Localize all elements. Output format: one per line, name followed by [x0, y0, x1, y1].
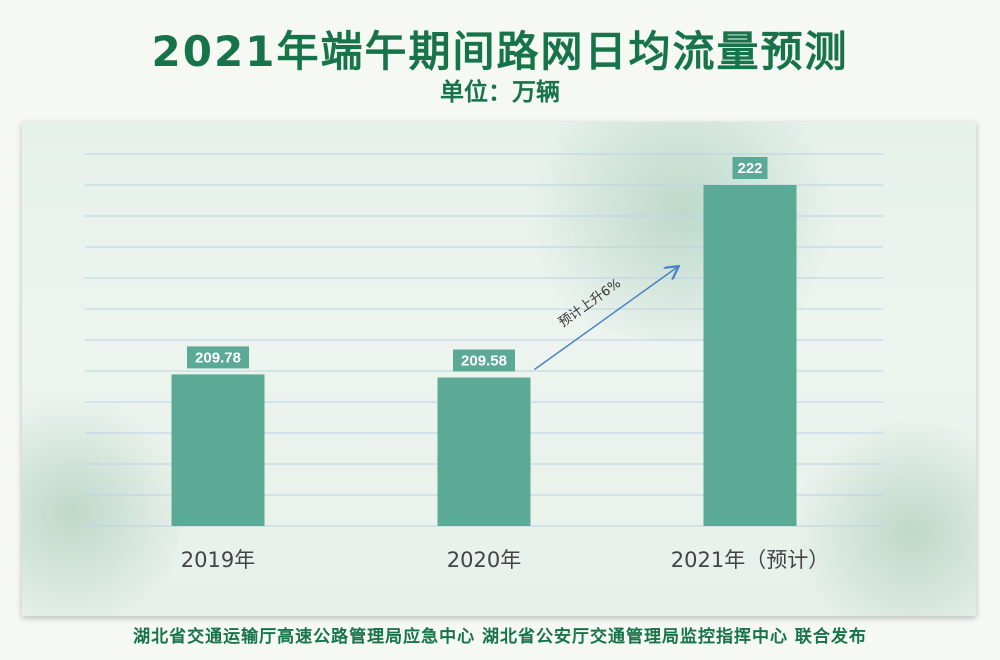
bar: [171, 374, 265, 526]
bar-chart: 209.78 2019年 209.58 2020年 222 2021年（预计） 预计上升6%: [85, 153, 883, 572]
background-decoration: [502, 122, 862, 342]
bar: [437, 377, 531, 526]
data-label-box: [187, 346, 249, 369]
footer-credit: 湖北省交通运输厅高速公路管理局应急中心 湖北省公安厅交通管理局监控指挥中心 联合…: [133, 627, 867, 647]
annotation-label: 预计上升6%: [556, 276, 624, 331]
x-tick-label: 2020年: [447, 548, 521, 572]
data-label: 222: [737, 160, 762, 177]
growth-arrow: [534, 267, 678, 371]
data-label: 209.78: [195, 349, 241, 366]
data-label-box: [453, 349, 515, 372]
chart-panel: 209.78 2019年 209.58 2020年 222 2021年（预计） 预计上升6%: [22, 122, 976, 616]
data-label-box: [732, 157, 768, 179]
x-tick-label: 2019年: [181, 548, 255, 572]
page-title: 2021年端午期间路网日均流量预测: [151, 27, 849, 76]
bar: [703, 185, 797, 526]
data-label: 209.58: [461, 353, 507, 370]
x-tick-label: 2021年（预计）: [671, 548, 829, 572]
chart-subtitle: 单位：万辆: [440, 78, 560, 106]
